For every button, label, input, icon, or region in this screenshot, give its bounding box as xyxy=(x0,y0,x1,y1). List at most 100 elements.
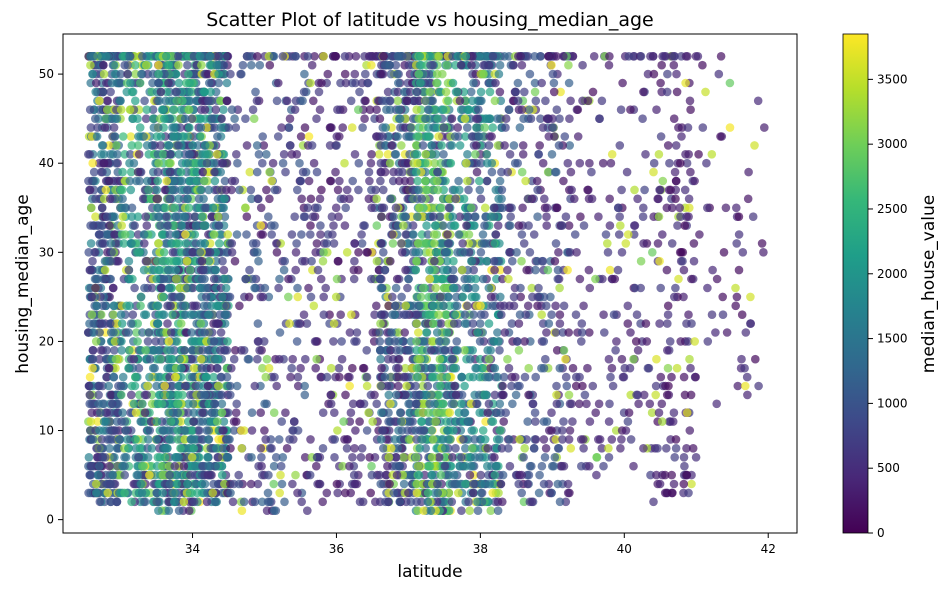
data-point xyxy=(183,158,193,168)
data-point xyxy=(425,87,435,97)
data-point xyxy=(173,408,183,418)
data-point xyxy=(92,132,102,141)
data-point xyxy=(200,390,209,400)
data-point xyxy=(213,417,222,426)
data-point xyxy=(109,301,119,311)
data-point xyxy=(147,346,157,355)
data-point xyxy=(226,390,235,400)
data-point xyxy=(448,453,457,462)
data-point xyxy=(457,372,466,382)
data-point xyxy=(287,150,297,159)
data-point xyxy=(394,381,403,391)
data-point xyxy=(184,105,194,114)
data-point xyxy=(419,283,428,293)
data-point xyxy=(394,354,404,364)
data-point xyxy=(153,319,163,328)
data-point xyxy=(335,372,344,382)
data-point xyxy=(449,470,459,480)
data-point xyxy=(398,167,407,177)
data-point xyxy=(87,292,96,302)
data-point xyxy=(93,417,102,426)
data-point xyxy=(148,105,158,114)
data-point xyxy=(472,141,481,150)
data-point xyxy=(133,141,143,150)
data-point xyxy=(300,69,309,79)
data-point xyxy=(496,479,506,489)
data-point xyxy=(89,319,98,328)
data-point xyxy=(210,176,220,186)
data-point xyxy=(105,319,115,328)
data-point xyxy=(442,60,452,70)
data-point xyxy=(184,87,194,97)
data-point xyxy=(211,461,220,471)
data-point xyxy=(163,319,172,328)
data-point xyxy=(430,399,439,409)
data-point xyxy=(162,176,171,186)
data-point xyxy=(278,453,288,462)
data-point xyxy=(217,470,227,480)
data-point xyxy=(150,363,159,373)
data-point xyxy=(85,185,95,195)
data-point xyxy=(156,221,165,230)
data-point xyxy=(235,301,244,311)
data-point xyxy=(222,372,232,382)
data-point xyxy=(422,239,431,248)
data-point xyxy=(473,506,483,515)
data-point xyxy=(437,408,446,418)
data-point xyxy=(185,150,194,159)
data-point xyxy=(371,185,381,195)
data-point xyxy=(476,194,486,204)
data-point xyxy=(480,221,489,230)
data-point xyxy=(250,283,259,293)
data-point xyxy=(135,123,145,132)
data-point xyxy=(482,150,492,159)
data-point xyxy=(95,461,104,471)
data-point xyxy=(133,212,143,221)
data-point xyxy=(397,426,407,435)
data-point xyxy=(95,426,104,435)
data-point xyxy=(86,60,95,70)
data-point xyxy=(421,114,430,123)
data-point xyxy=(274,283,283,293)
data-point xyxy=(201,150,210,159)
data-point xyxy=(306,292,316,302)
data-point xyxy=(471,363,480,373)
data-point xyxy=(100,256,110,266)
data-point xyxy=(248,105,258,114)
data-point xyxy=(124,265,134,275)
data-point xyxy=(456,105,466,114)
data-point xyxy=(117,319,127,328)
data-point xyxy=(202,497,212,507)
data-point xyxy=(106,328,116,337)
data-point xyxy=(86,123,96,132)
data-point xyxy=(491,78,500,88)
data-point xyxy=(217,408,227,418)
data-point xyxy=(209,274,219,284)
data-point xyxy=(229,479,239,489)
data-point xyxy=(170,497,179,507)
data-point xyxy=(431,417,441,426)
data-point xyxy=(340,52,350,61)
data-point xyxy=(372,256,382,266)
data-point xyxy=(293,372,303,382)
data-point xyxy=(380,265,390,275)
data-point xyxy=(264,470,273,480)
data-point xyxy=(377,408,386,418)
data-point xyxy=(134,363,144,373)
data-point xyxy=(309,301,319,311)
data-point xyxy=(159,444,168,453)
data-point xyxy=(467,444,477,453)
data-point xyxy=(433,167,442,177)
data-point xyxy=(421,150,431,159)
data-point xyxy=(140,497,150,507)
data-point xyxy=(319,310,329,320)
data-point xyxy=(443,230,452,239)
data-point xyxy=(118,52,127,61)
data-point xyxy=(480,203,490,213)
data-point xyxy=(136,292,146,302)
data-point xyxy=(269,52,279,61)
data-point xyxy=(102,212,112,221)
data-point xyxy=(184,203,194,213)
data-point xyxy=(247,426,257,435)
data-point xyxy=(103,52,113,61)
